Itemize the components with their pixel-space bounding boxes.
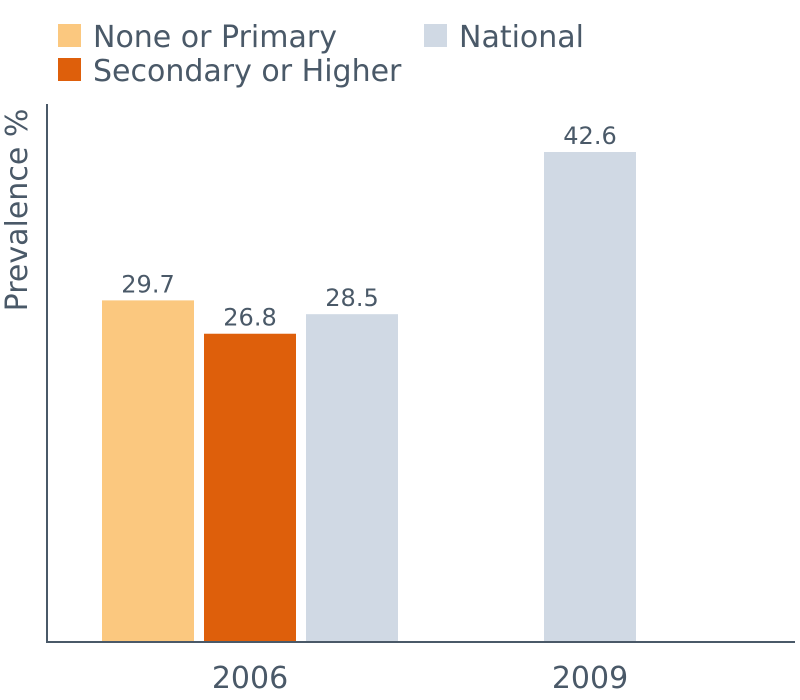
value-label-2009-national: 42.6 [563, 122, 616, 150]
legend-label-national: National [459, 20, 584, 55]
legend-label-secondary-or-higher: Secondary or Higher [93, 54, 402, 89]
bar-2006-none-or-primary [102, 300, 194, 642]
bars-group [102, 152, 636, 642]
bar-2006-secondary-or-higher [204, 333, 296, 642]
x-tick-labels: 2006 2009 [212, 661, 628, 696]
legend-swatch-secondary-or-higher [58, 58, 81, 81]
bar-2009-national [544, 152, 636, 642]
x-tick-2009: 2009 [552, 661, 628, 696]
legend-swatch-national [424, 24, 447, 47]
value-labels-group: 29.7 26.8 28.5 42.6 [121, 122, 616, 332]
value-label-2006-none-or-primary: 29.7 [121, 270, 174, 298]
bar-2006-national [306, 314, 398, 642]
x-tick-2006: 2006 [212, 661, 288, 696]
value-label-2006-national: 28.5 [325, 284, 378, 312]
y-axis-title: Prevalence % [0, 109, 35, 312]
value-label-2006-secondary-or-higher: 26.8 [223, 304, 276, 332]
legend-swatch-none-or-primary [58, 24, 81, 47]
legend-label-none-or-primary: None or Primary [93, 20, 337, 55]
